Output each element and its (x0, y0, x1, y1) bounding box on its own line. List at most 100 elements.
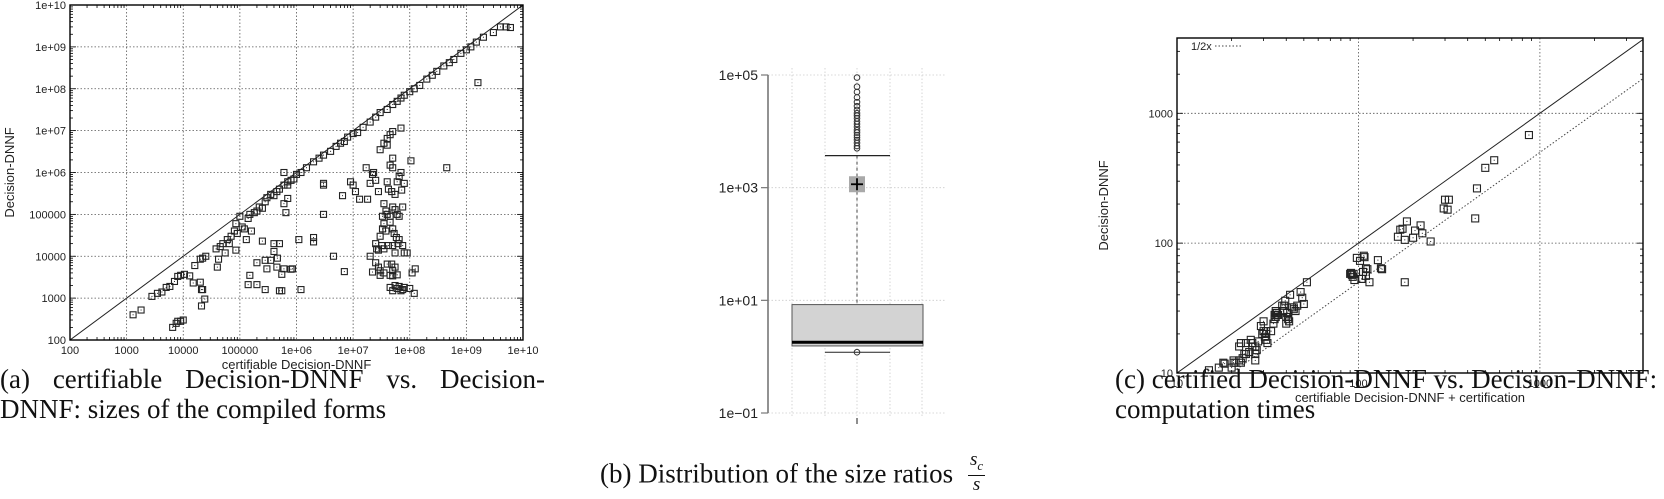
data-point (1418, 229, 1427, 238)
data-point (403, 249, 411, 257)
data-point (270, 247, 278, 256)
data-point (1426, 237, 1435, 246)
data-point (374, 188, 382, 196)
y-tick-label: 1e+01 (719, 292, 759, 308)
y-tick-label: 10 (1161, 368, 1173, 380)
outlier-point (853, 109, 861, 117)
data-point (199, 286, 207, 294)
data-point (225, 240, 233, 248)
outlier-point (853, 74, 861, 81)
data-point (349, 130, 357, 138)
iqr-box (791, 304, 924, 347)
data-point (1252, 346, 1261, 355)
data-point (202, 252, 210, 260)
data-point (443, 164, 451, 172)
data-point (382, 227, 390, 235)
data-point (384, 242, 392, 250)
data-point (284, 181, 292, 189)
data-point (1481, 163, 1490, 172)
data-point (1262, 327, 1271, 336)
x-tick-label: 1e+07 (338, 345, 369, 357)
data-point (372, 113, 380, 121)
data-point (376, 267, 384, 275)
data-point (280, 168, 288, 177)
data-point (340, 268, 348, 276)
data-point (391, 263, 399, 271)
y-tick-label: 1e+05 (719, 67, 759, 83)
boxplot-area: 1e−01 1e+01 1e+03 1e+05 (719, 67, 945, 424)
data-point (407, 157, 415, 165)
panel-b: 1e−01 1e+01 1e+03 1e+05 (600, 0, 1000, 440)
data-point (391, 206, 399, 214)
data-point (389, 128, 397, 136)
data-point (242, 236, 250, 244)
data-point (221, 249, 229, 257)
outlier-point (853, 98, 861, 106)
data-point (137, 306, 145, 314)
data-point (1254, 337, 1263, 346)
data-point (411, 265, 419, 273)
data-point (1361, 264, 1371, 273)
data-point (398, 186, 406, 194)
x-tick-label: 1e+10 (508, 345, 539, 357)
data-point (233, 229, 241, 238)
data-point (261, 256, 269, 264)
data-point (273, 263, 281, 271)
x-tick-label: 1000 (114, 345, 138, 357)
data-point (359, 123, 367, 131)
plot-frame (69, 4, 524, 341)
data-point (1472, 184, 1482, 193)
x-axis-label: certifiable Decision-DNNF (222, 357, 372, 372)
data-point (1259, 317, 1268, 326)
data-point (338, 192, 347, 200)
data-point (153, 289, 161, 297)
data-point (383, 260, 391, 268)
data-point (1251, 356, 1260, 365)
data-point (166, 282, 174, 291)
data-point (397, 168, 405, 177)
data-point (366, 252, 374, 260)
x-tick-label: 100 (61, 345, 79, 357)
data-point (186, 272, 194, 280)
data-point (370, 168, 378, 177)
data-point (327, 147, 335, 155)
data-point (278, 287, 286, 295)
y-tick-label: 1e+06 (35, 168, 66, 180)
y-axis-label: Decision-DNNF (1096, 160, 1111, 250)
data-point (282, 209, 290, 217)
data-point (278, 270, 286, 278)
data-point (275, 185, 284, 193)
data-point (1359, 251, 1368, 260)
outlier-point (853, 106, 861, 114)
data-point (410, 289, 418, 297)
x-tick-label: 100 (1349, 378, 1367, 390)
data-point (189, 279, 197, 287)
data-point (1490, 156, 1499, 165)
data-point (423, 75, 431, 83)
data-point (1219, 358, 1228, 367)
y-tick-label: 100 (1155, 238, 1173, 250)
y-tick-label: 1000 (1149, 108, 1173, 120)
data-point (292, 170, 301, 178)
plot-area: 100 1000 10000 100000 1e+06 1e+07 1e+08 1e+09 1e… (2, 0, 539, 372)
data-point (270, 240, 278, 248)
data-point (253, 259, 261, 267)
x-tick-label: 100000 (222, 345, 259, 357)
data-point (376, 271, 384, 279)
x-tick-label: 1e+08 (394, 345, 425, 357)
caption-c: (c) certified Decision-DNNF vs. Decision… (1115, 364, 1658, 424)
outlier-point (853, 136, 861, 144)
data-point (1363, 265, 1372, 274)
data-point (244, 281, 252, 289)
data-point (389, 272, 397, 280)
data-point (400, 179, 408, 187)
data-point (1236, 339, 1245, 348)
data-point (467, 43, 475, 51)
data-point (479, 33, 487, 41)
outlier-point (853, 102, 861, 110)
data-point (1378, 265, 1387, 274)
panel-a: 100 1000 10000 100000 1e+06 1e+07 1e+08 1e+09 1e… (0, 0, 560, 372)
data-point (329, 252, 338, 260)
data-point (232, 246, 240, 254)
